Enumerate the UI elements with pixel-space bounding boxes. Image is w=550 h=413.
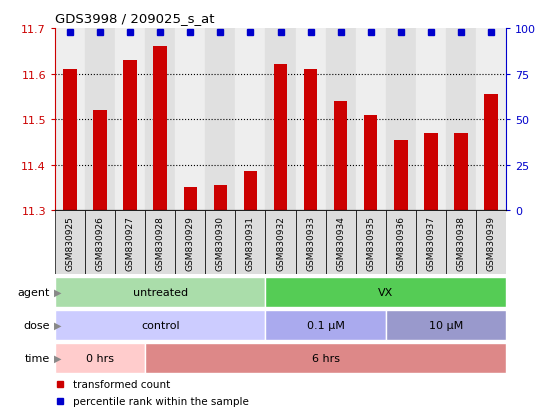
Bar	[55, 29, 85, 211]
Text: GSM830935: GSM830935	[366, 215, 375, 270]
Bar	[244, 172, 257, 211]
Bar	[454, 133, 467, 211]
Text: GSM830925: GSM830925	[65, 215, 75, 270]
Text: GSM830932: GSM830932	[276, 215, 285, 270]
Bar	[55, 311, 266, 340]
Bar	[446, 29, 476, 211]
Bar	[266, 211, 295, 275]
Bar	[85, 211, 115, 275]
Text: untreated: untreated	[133, 287, 188, 297]
Bar	[356, 211, 386, 275]
Bar	[213, 186, 227, 211]
Bar	[326, 211, 356, 275]
Bar	[55, 278, 266, 307]
Bar	[184, 188, 197, 211]
Text: GSM830939: GSM830939	[486, 215, 496, 270]
Text: GSM830929: GSM830929	[186, 215, 195, 270]
Text: VX: VX	[378, 287, 393, 297]
Bar	[304, 70, 317, 211]
Text: time: time	[24, 353, 50, 363]
Text: ▶: ▶	[54, 320, 62, 330]
Text: ▶: ▶	[54, 287, 62, 297]
Bar	[85, 29, 115, 211]
Text: GSM830934: GSM830934	[336, 215, 345, 270]
Bar	[416, 211, 446, 275]
Bar	[55, 211, 85, 275]
Text: ▶: ▶	[54, 353, 62, 363]
Bar	[145, 211, 175, 275]
Bar	[266, 278, 506, 307]
Text: agent: agent	[17, 287, 50, 297]
Bar	[476, 29, 506, 211]
Bar	[416, 29, 446, 211]
Bar	[205, 29, 235, 211]
Bar	[364, 115, 377, 211]
Text: 0.1 μM: 0.1 μM	[307, 320, 344, 330]
Bar	[153, 47, 167, 211]
Text: percentile rank within the sample: percentile rank within the sample	[73, 396, 249, 406]
Bar	[175, 211, 205, 275]
Text: dose: dose	[23, 320, 50, 330]
Text: GSM830927: GSM830927	[125, 215, 135, 270]
Bar	[115, 29, 145, 211]
Text: transformed count: transformed count	[73, 379, 170, 389]
Text: 0 hrs: 0 hrs	[86, 353, 114, 363]
Text: 6 hrs: 6 hrs	[312, 353, 339, 363]
Text: GDS3998 / 209025_s_at: GDS3998 / 209025_s_at	[55, 12, 215, 25]
Bar	[334, 102, 348, 211]
Bar	[295, 211, 326, 275]
Bar	[205, 211, 235, 275]
Bar	[266, 29, 295, 211]
Bar	[63, 70, 77, 211]
Bar	[386, 211, 416, 275]
Bar	[386, 311, 506, 340]
Bar	[235, 29, 266, 211]
Text: GSM830937: GSM830937	[426, 215, 436, 270]
Text: GSM830926: GSM830926	[96, 215, 104, 270]
Bar	[115, 211, 145, 275]
Bar	[274, 65, 287, 211]
Text: GSM830931: GSM830931	[246, 215, 255, 270]
Text: 10 μM: 10 μM	[429, 320, 463, 330]
Bar	[55, 344, 145, 373]
Bar	[326, 29, 356, 211]
Text: GSM830936: GSM830936	[396, 215, 405, 270]
Bar	[94, 111, 107, 211]
Text: GSM830930: GSM830930	[216, 215, 225, 270]
Text: control: control	[141, 320, 179, 330]
Bar	[175, 29, 205, 211]
Bar	[446, 211, 476, 275]
Bar	[386, 29, 416, 211]
Text: GSM830928: GSM830928	[156, 215, 165, 270]
Bar	[145, 29, 175, 211]
Bar	[235, 211, 266, 275]
Text: GSM830933: GSM830933	[306, 215, 315, 270]
Text: GSM830938: GSM830938	[456, 215, 465, 270]
Bar	[356, 29, 386, 211]
Bar	[484, 95, 498, 211]
Bar	[476, 211, 506, 275]
Bar	[424, 133, 438, 211]
Bar	[123, 61, 137, 211]
Bar	[145, 344, 506, 373]
Bar	[295, 29, 326, 211]
Bar	[394, 140, 408, 211]
Bar	[266, 311, 386, 340]
